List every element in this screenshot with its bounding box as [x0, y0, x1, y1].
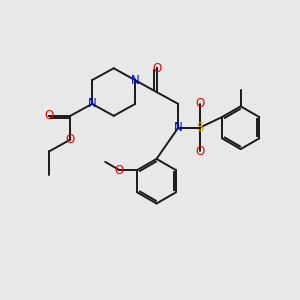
Text: N: N	[88, 98, 96, 110]
Text: O: O	[195, 98, 204, 110]
Text: N: N	[131, 74, 140, 87]
Text: N: N	[174, 121, 183, 134]
Text: O: O	[152, 62, 161, 75]
Text: O: O	[115, 164, 124, 177]
Text: O: O	[44, 109, 54, 122]
Text: S: S	[196, 121, 203, 134]
Text: O: O	[66, 133, 75, 146]
Text: O: O	[195, 145, 204, 158]
